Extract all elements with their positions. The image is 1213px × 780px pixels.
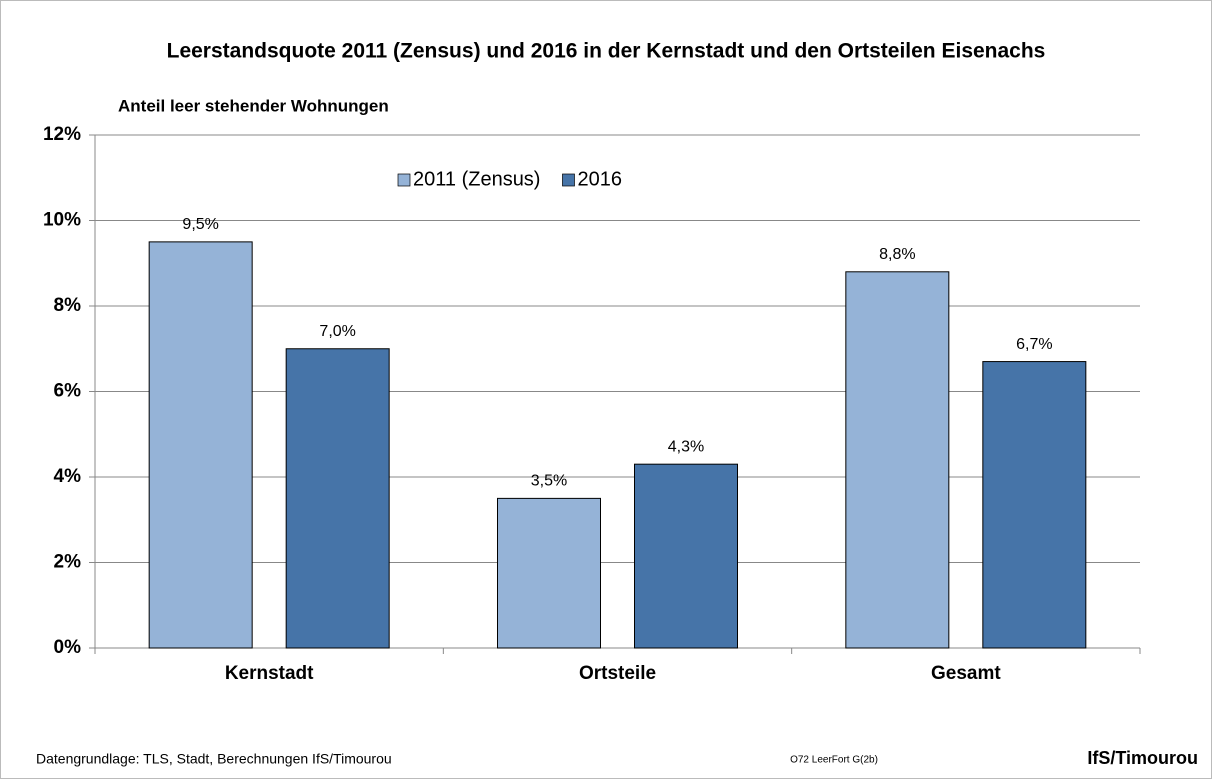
legend-swatch <box>397 173 411 187</box>
y-tick-label: 0% <box>54 637 82 658</box>
y-tick-label: 6% <box>54 381 82 402</box>
legend-swatch <box>562 173 575 187</box>
bar <box>634 463 738 649</box>
x-tick-label: Ortsteile <box>579 663 656 684</box>
value-label: 9,5% <box>182 216 218 233</box>
chart-code: O72 LeerFort G(2b) <box>790 755 878 766</box>
y-tick-label: 2% <box>54 552 82 573</box>
source-note: Datengrundlage: TLS, Stadt, Berechnungen… <box>36 751 392 767</box>
y-tick-label: 10% <box>43 210 81 231</box>
value-label: 8,8% <box>879 246 915 263</box>
bar <box>285 348 390 649</box>
value-label: 3,5% <box>531 473 567 490</box>
x-tick-label: Gesamt <box>931 663 1001 684</box>
x-tick-label: Kernstadt <box>225 663 314 684</box>
chart-title: Leerstandsquote 2011 (Zensus) und 2016 i… <box>167 40 1046 63</box>
bar <box>148 241 253 649</box>
y-axis-title: Anteil leer stehender Wohnungen <box>118 96 389 115</box>
bar <box>845 271 950 649</box>
bar <box>982 361 1087 649</box>
value-label: 4,3% <box>668 438 704 455</box>
y-tick-label: 12% <box>43 124 81 145</box>
y-tick-label: 8% <box>54 295 82 316</box>
bar <box>497 497 601 649</box>
y-tick-label: 4% <box>54 466 82 487</box>
brand: IfS/Timourou <box>1087 748 1198 768</box>
value-label: 7,0% <box>319 323 355 340</box>
legend-label: 2011 (Zensus) <box>413 168 540 190</box>
value-label: 6,7% <box>1016 336 1052 353</box>
legend-label: 2016 <box>577 168 622 190</box>
